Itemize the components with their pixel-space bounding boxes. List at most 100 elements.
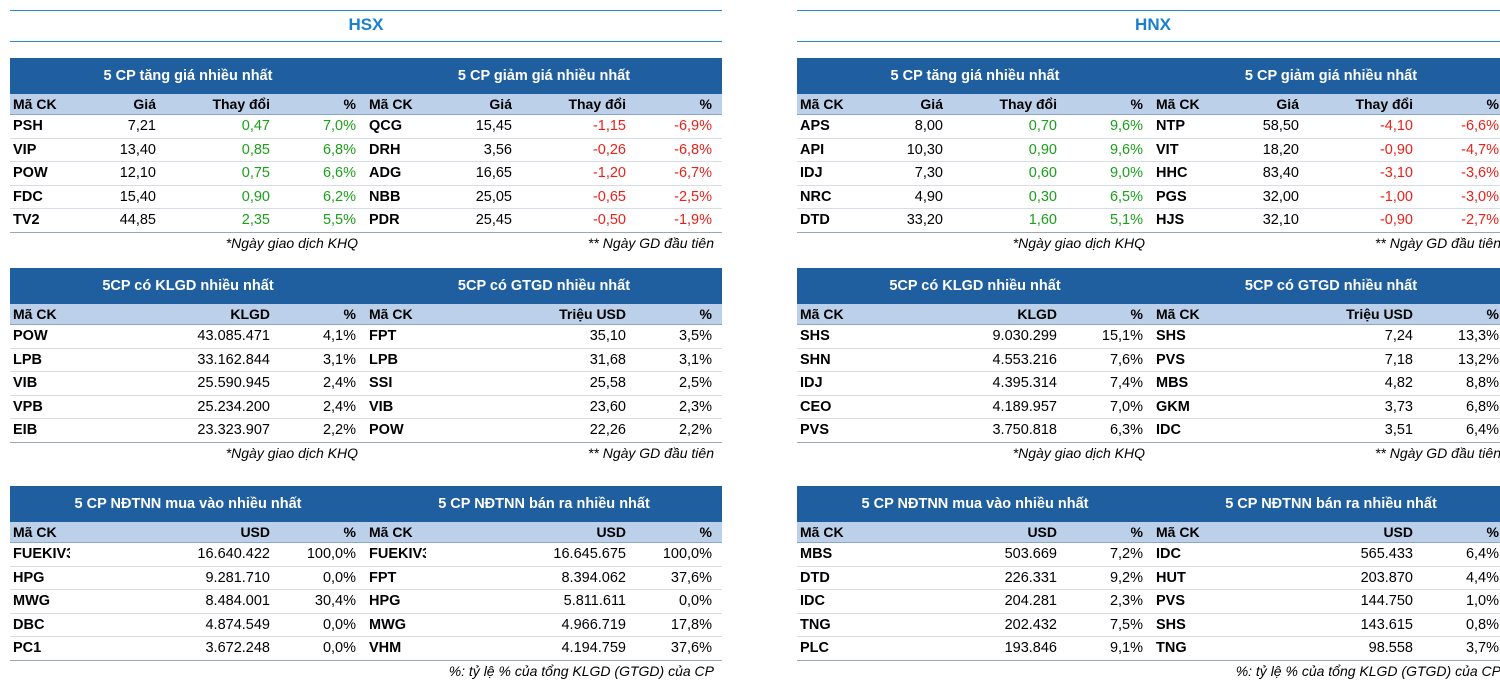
column-header: Mã CK — [13, 96, 57, 112]
value-cell: 3,1% — [322, 351, 356, 368]
value-cell: 4.553.216 — [992, 351, 1057, 368]
value-cell: 6,3% — [1109, 422, 1143, 439]
table-row: LPB 31,68 3,1% — [366, 349, 722, 373]
foreign-buy-title: 5 CP NĐTNN mua vào nhiều nhất — [10, 486, 366, 522]
value-cell: 3,7% — [1465, 640, 1499, 657]
value-cell: 9,2% — [1109, 569, 1143, 586]
value-cell: 7,30 — [914, 165, 943, 182]
value-cell: -1,00 — [1379, 188, 1413, 205]
table-row: GKM 3,73 6,8% — [1153, 396, 1500, 420]
column-header-row: Mã CK USD% — [10, 522, 366, 543]
table-row: PVS 3.750.818 6,3% — [797, 419, 1153, 443]
ticker-cell: PVS — [1156, 351, 1186, 368]
table-row: HJS 32,10 -0,90 -2,7% — [1153, 209, 1500, 233]
value-cell: 33,20 — [906, 212, 943, 229]
column-header: % — [343, 524, 356, 540]
value-cell: 100,0% — [306, 546, 356, 562]
value-cell: 0,0% — [322, 569, 356, 586]
table-row: PC1 3.672.248 0,0% — [10, 637, 366, 661]
ticker-cell: HPG — [369, 593, 401, 610]
value-cell: 4.874.549 — [205, 616, 270, 633]
column-header: Giá — [489, 96, 512, 112]
ticker-cell: IDJ — [800, 375, 823, 392]
ticker-cell: MBS — [800, 546, 833, 562]
ticker-cell: VIP — [13, 141, 37, 158]
value-cell: 8,8% — [1465, 375, 1499, 392]
table-row: EIB 23.323.907 2,2% — [10, 419, 366, 443]
ticker-cell: SHN — [800, 351, 831, 368]
value-cell: 202.432 — [1004, 616, 1057, 633]
column-header: Thay đổi — [212, 96, 270, 112]
ticker-cell: QCG — [369, 118, 403, 134]
ticker-cell: DBC — [13, 616, 45, 633]
table-row: HPG 9.281.710 0,0% — [10, 567, 366, 591]
value-cell: 6,8% — [1465, 398, 1499, 415]
column-header-row: Mã CK USD% — [797, 522, 1153, 543]
footnote-row: *Ngày giao dịch KHQ ** Ngày GD đầu tiên — [797, 443, 1500, 465]
value-cell: 15,40 — [119, 188, 156, 205]
ticker-cell: API — [800, 141, 825, 158]
value-cell: -0,50 — [592, 212, 626, 229]
ticker-cell: DRH — [369, 141, 401, 158]
footnote-row: *Ngày giao dịch KHQ ** Ngày GD đầu tiên — [10, 443, 722, 465]
exchange-title: HNX — [797, 10, 1500, 42]
value-cell: 0,85 — [241, 141, 270, 158]
value-cell: 193.846 — [1004, 640, 1057, 657]
column-header: Mã CK — [800, 96, 844, 112]
ticker-cell: PLC — [800, 640, 829, 657]
footnote-row: %: tỷ lệ % của tổng KLGD (GTGD) của CP — [797, 661, 1500, 683]
value-cell: 15,1% — [1101, 328, 1143, 344]
value-cell: 37,6% — [670, 640, 712, 657]
table-row: VHM 4.194.759 37,6% — [366, 637, 722, 661]
foreign-buy-title: 5 CP NĐTNN mua vào nhiều nhất — [797, 486, 1153, 522]
value-cell: 3.750.818 — [992, 422, 1057, 439]
column-header: % — [343, 306, 356, 322]
value-cell: -4,7% — [1461, 141, 1499, 158]
column-header-row: Mã CK KLGD% — [797, 304, 1153, 325]
value-cell: 0,30 — [1028, 188, 1057, 205]
panel-pair: 5CP có KLGD nhiều nhất Mã CK KLGD% POW 43.08… — [10, 268, 722, 443]
table-row: PVS 144.750 1,0% — [1153, 590, 1500, 614]
value-cell: 7,2% — [1109, 546, 1143, 562]
value-cell: 9,6% — [1109, 118, 1143, 134]
value-cell: 23,60 — [589, 398, 626, 415]
ticker-cell: PDR — [369, 212, 400, 229]
column-header: USD — [1383, 524, 1413, 540]
ticker-cell: VHM — [369, 640, 402, 657]
ticker-cell: VIB — [13, 375, 38, 392]
column-header: Mã CK — [800, 306, 844, 322]
ticker-cell: VIT — [1156, 141, 1179, 158]
column-header: % — [699, 96, 712, 112]
value-cell: 6,2% — [322, 188, 356, 205]
value-cell: 4.966.719 — [561, 616, 626, 633]
table-row: PLC 193.846 9,1% — [797, 637, 1153, 661]
value-cell: 3,73 — [1384, 398, 1413, 415]
value-cell: 6,5% — [1109, 188, 1143, 205]
ticker-cell: FDC — [13, 188, 43, 205]
ticker-cell: PSH — [13, 118, 43, 134]
value-cell: -3,10 — [1379, 165, 1413, 182]
column-header: Giá — [920, 96, 943, 112]
ticker-cell: HPG — [13, 569, 45, 586]
column-header: KLGD — [230, 306, 270, 322]
value-cell: 9,1% — [1109, 640, 1143, 657]
ticker-cell: POW — [13, 328, 48, 344]
ticker-cell: LPB — [13, 351, 42, 368]
foreign-sell-title: 5 CP NĐTNN bán ra nhiều nhất — [1153, 486, 1500, 522]
value-cell: 32,00 — [1262, 188, 1299, 205]
table-row: FPT 35,10 3,5% — [366, 325, 722, 349]
ticker-cell: IDC — [800, 593, 825, 610]
ticker-cell: MWG — [13, 593, 51, 610]
value-cell: 25,05 — [475, 188, 512, 205]
column-header-row: Mã CK Giá Thay đổi% — [1153, 94, 1500, 115]
table-row: MBS 4,82 8,8% — [1153, 372, 1500, 396]
column-header: % — [1486, 96, 1499, 112]
value-cell: 6,6% — [322, 165, 356, 182]
value-cell: 13,40 — [119, 141, 156, 158]
ticker-cell: DTD — [800, 212, 830, 229]
table-row: CEO 4.189.957 7,0% — [797, 396, 1153, 420]
value-cell: 16.645.675 — [553, 546, 626, 562]
value-cell: 3,51 — [1384, 422, 1413, 439]
table-row: VIP 13,40 0,85 6,8% — [10, 139, 366, 163]
value-cell: 9.281.710 — [205, 569, 270, 586]
